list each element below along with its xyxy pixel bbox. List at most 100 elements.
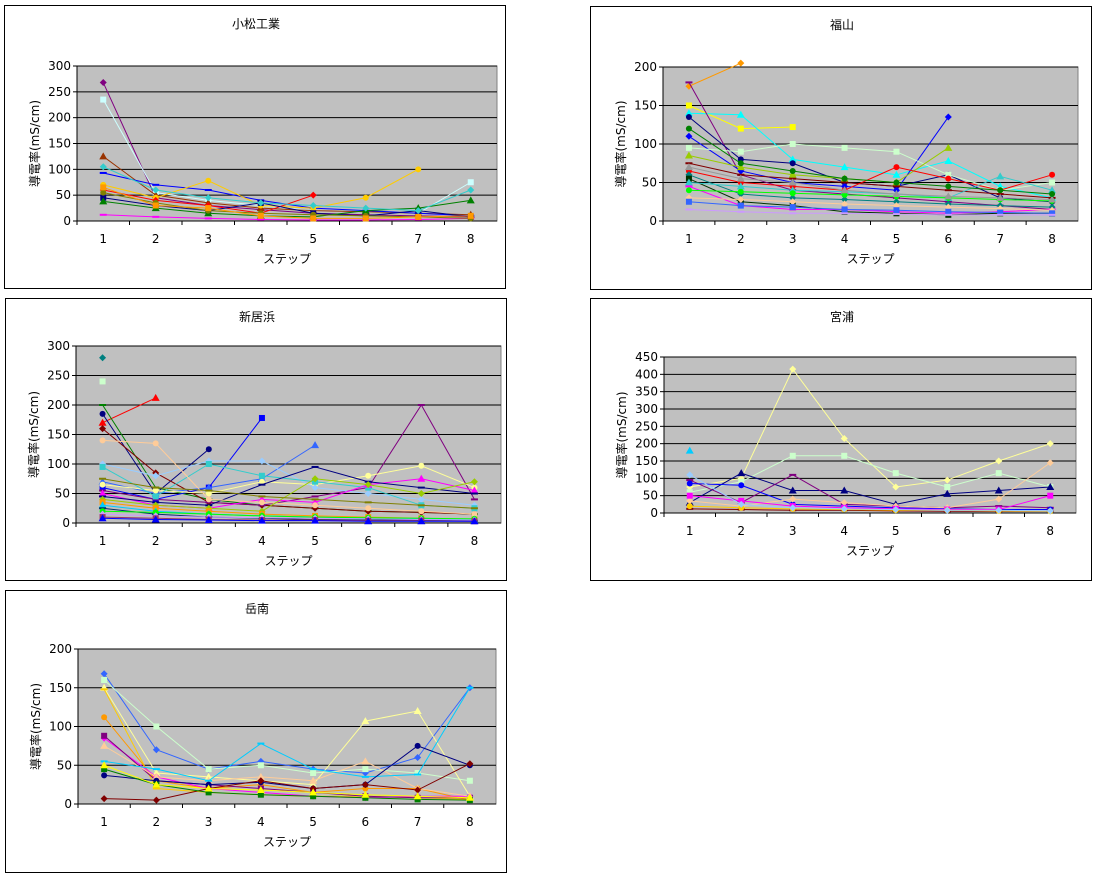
data-point (99, 79, 107, 87)
x-tick-label: 3 (204, 232, 212, 246)
x-tick-label: 3 (205, 815, 213, 829)
data-point (466, 760, 474, 768)
data-point (99, 171, 107, 174)
data-point (997, 209, 1004, 216)
data-point (365, 472, 372, 479)
y-tick-label: 50 (56, 188, 71, 202)
data-point (152, 787, 160, 790)
data-point (414, 770, 421, 776)
data-point (944, 156, 953, 164)
data-point (467, 186, 475, 194)
y-tick-label: 0 (64, 797, 72, 811)
data-point (892, 213, 900, 216)
data-point (205, 789, 212, 796)
data-point (945, 183, 952, 190)
data-point (788, 155, 797, 163)
data-point (996, 172, 1005, 180)
series-line (689, 474, 1051, 512)
data-point (152, 486, 160, 489)
data-point (414, 796, 421, 803)
data-point (204, 189, 212, 191)
data-point (418, 462, 425, 469)
data-point (995, 505, 1003, 508)
data-point (893, 164, 900, 171)
chart-panel-miyaura: 宮浦 0 50 100 150 200 250 300 350 400 450 1 2 3 4 5 6 7 8 ステッ… (590, 298, 1092, 581)
y-tick-label: 100 (47, 457, 70, 471)
data-point (204, 516, 213, 524)
data-point (417, 404, 425, 406)
data-point (893, 148, 900, 155)
data-point (737, 195, 745, 203)
series-line (688, 162, 1053, 199)
data-point (470, 498, 478, 501)
series-line (688, 147, 949, 184)
series-line (103, 679, 470, 782)
x-tick-label: 8 (467, 232, 475, 246)
x-tick-label: 4 (841, 232, 849, 246)
x-tick-label: 8 (1046, 524, 1054, 538)
data-point (944, 192, 953, 200)
data-point (205, 446, 212, 453)
data-point (99, 410, 106, 417)
data-point (100, 741, 109, 749)
data-point (152, 215, 160, 218)
y-tick-label: 350 (635, 385, 658, 399)
data-point (361, 781, 369, 789)
data-point (789, 124, 796, 131)
data-point (737, 160, 744, 167)
data-point (685, 114, 692, 121)
series-line (103, 716, 470, 801)
chart-title: 岳南 (245, 601, 269, 616)
x-tick-label: 3 (789, 232, 797, 246)
y-tick-label: 250 (48, 85, 71, 99)
series-line (102, 478, 475, 509)
y-tick-label: 150 (634, 99, 657, 113)
data-point (686, 497, 694, 505)
chart-niihama: 新居浜 0 50 100 150 200 250 300 1 2 3 4 5 6 7 8 ステップ 導電率(mS/… (26, 309, 502, 568)
x-tick-label: 4 (257, 815, 265, 829)
data-point (467, 212, 474, 219)
data-point (310, 215, 317, 222)
data-point (100, 184, 107, 191)
series-group (98, 354, 479, 525)
data-point (1049, 179, 1056, 186)
data-point (413, 707, 422, 714)
x-tick-label: 7 (414, 232, 422, 246)
series-line (102, 513, 475, 521)
data-point (892, 506, 900, 514)
x-tick-label: 6 (943, 524, 951, 538)
data-point (99, 463, 106, 470)
series-line (689, 505, 1051, 512)
data-point (892, 470, 899, 477)
x-tick-label: 2 (152, 534, 160, 548)
series-line (688, 201, 1053, 214)
data-point (467, 179, 474, 186)
chart-panel-komatsu: 小松工業 0 50 100 150 200 250 300 1 2 3 4 5 6 7 8 ステップ 導電率(mS… (4, 5, 506, 289)
data-point (789, 504, 797, 512)
series-line (103, 673, 471, 774)
series-line (689, 455, 1051, 493)
x-tick-label: 5 (893, 232, 901, 246)
series-line (688, 128, 1053, 195)
data-point (101, 766, 108, 773)
y-tick-label: 450 (635, 350, 658, 364)
data-point (99, 152, 108, 160)
series-line (688, 208, 1053, 216)
x-tick-label: 6 (364, 534, 372, 548)
x-tick-label: 2 (737, 524, 745, 538)
data-point (361, 775, 369, 778)
data-point (789, 190, 796, 197)
series-line (688, 112, 1053, 199)
data-point (258, 483, 266, 486)
data-point (151, 515, 160, 523)
data-point (364, 490, 372, 497)
data-point (1049, 191, 1056, 198)
x-axis-label: ステップ (263, 835, 311, 849)
data-point (789, 473, 797, 476)
data-point (737, 125, 744, 132)
data-point (789, 365, 797, 373)
data-point (152, 746, 160, 754)
series-line (102, 428, 475, 515)
data-point (101, 732, 108, 739)
x-tick-label: 8 (471, 534, 479, 548)
